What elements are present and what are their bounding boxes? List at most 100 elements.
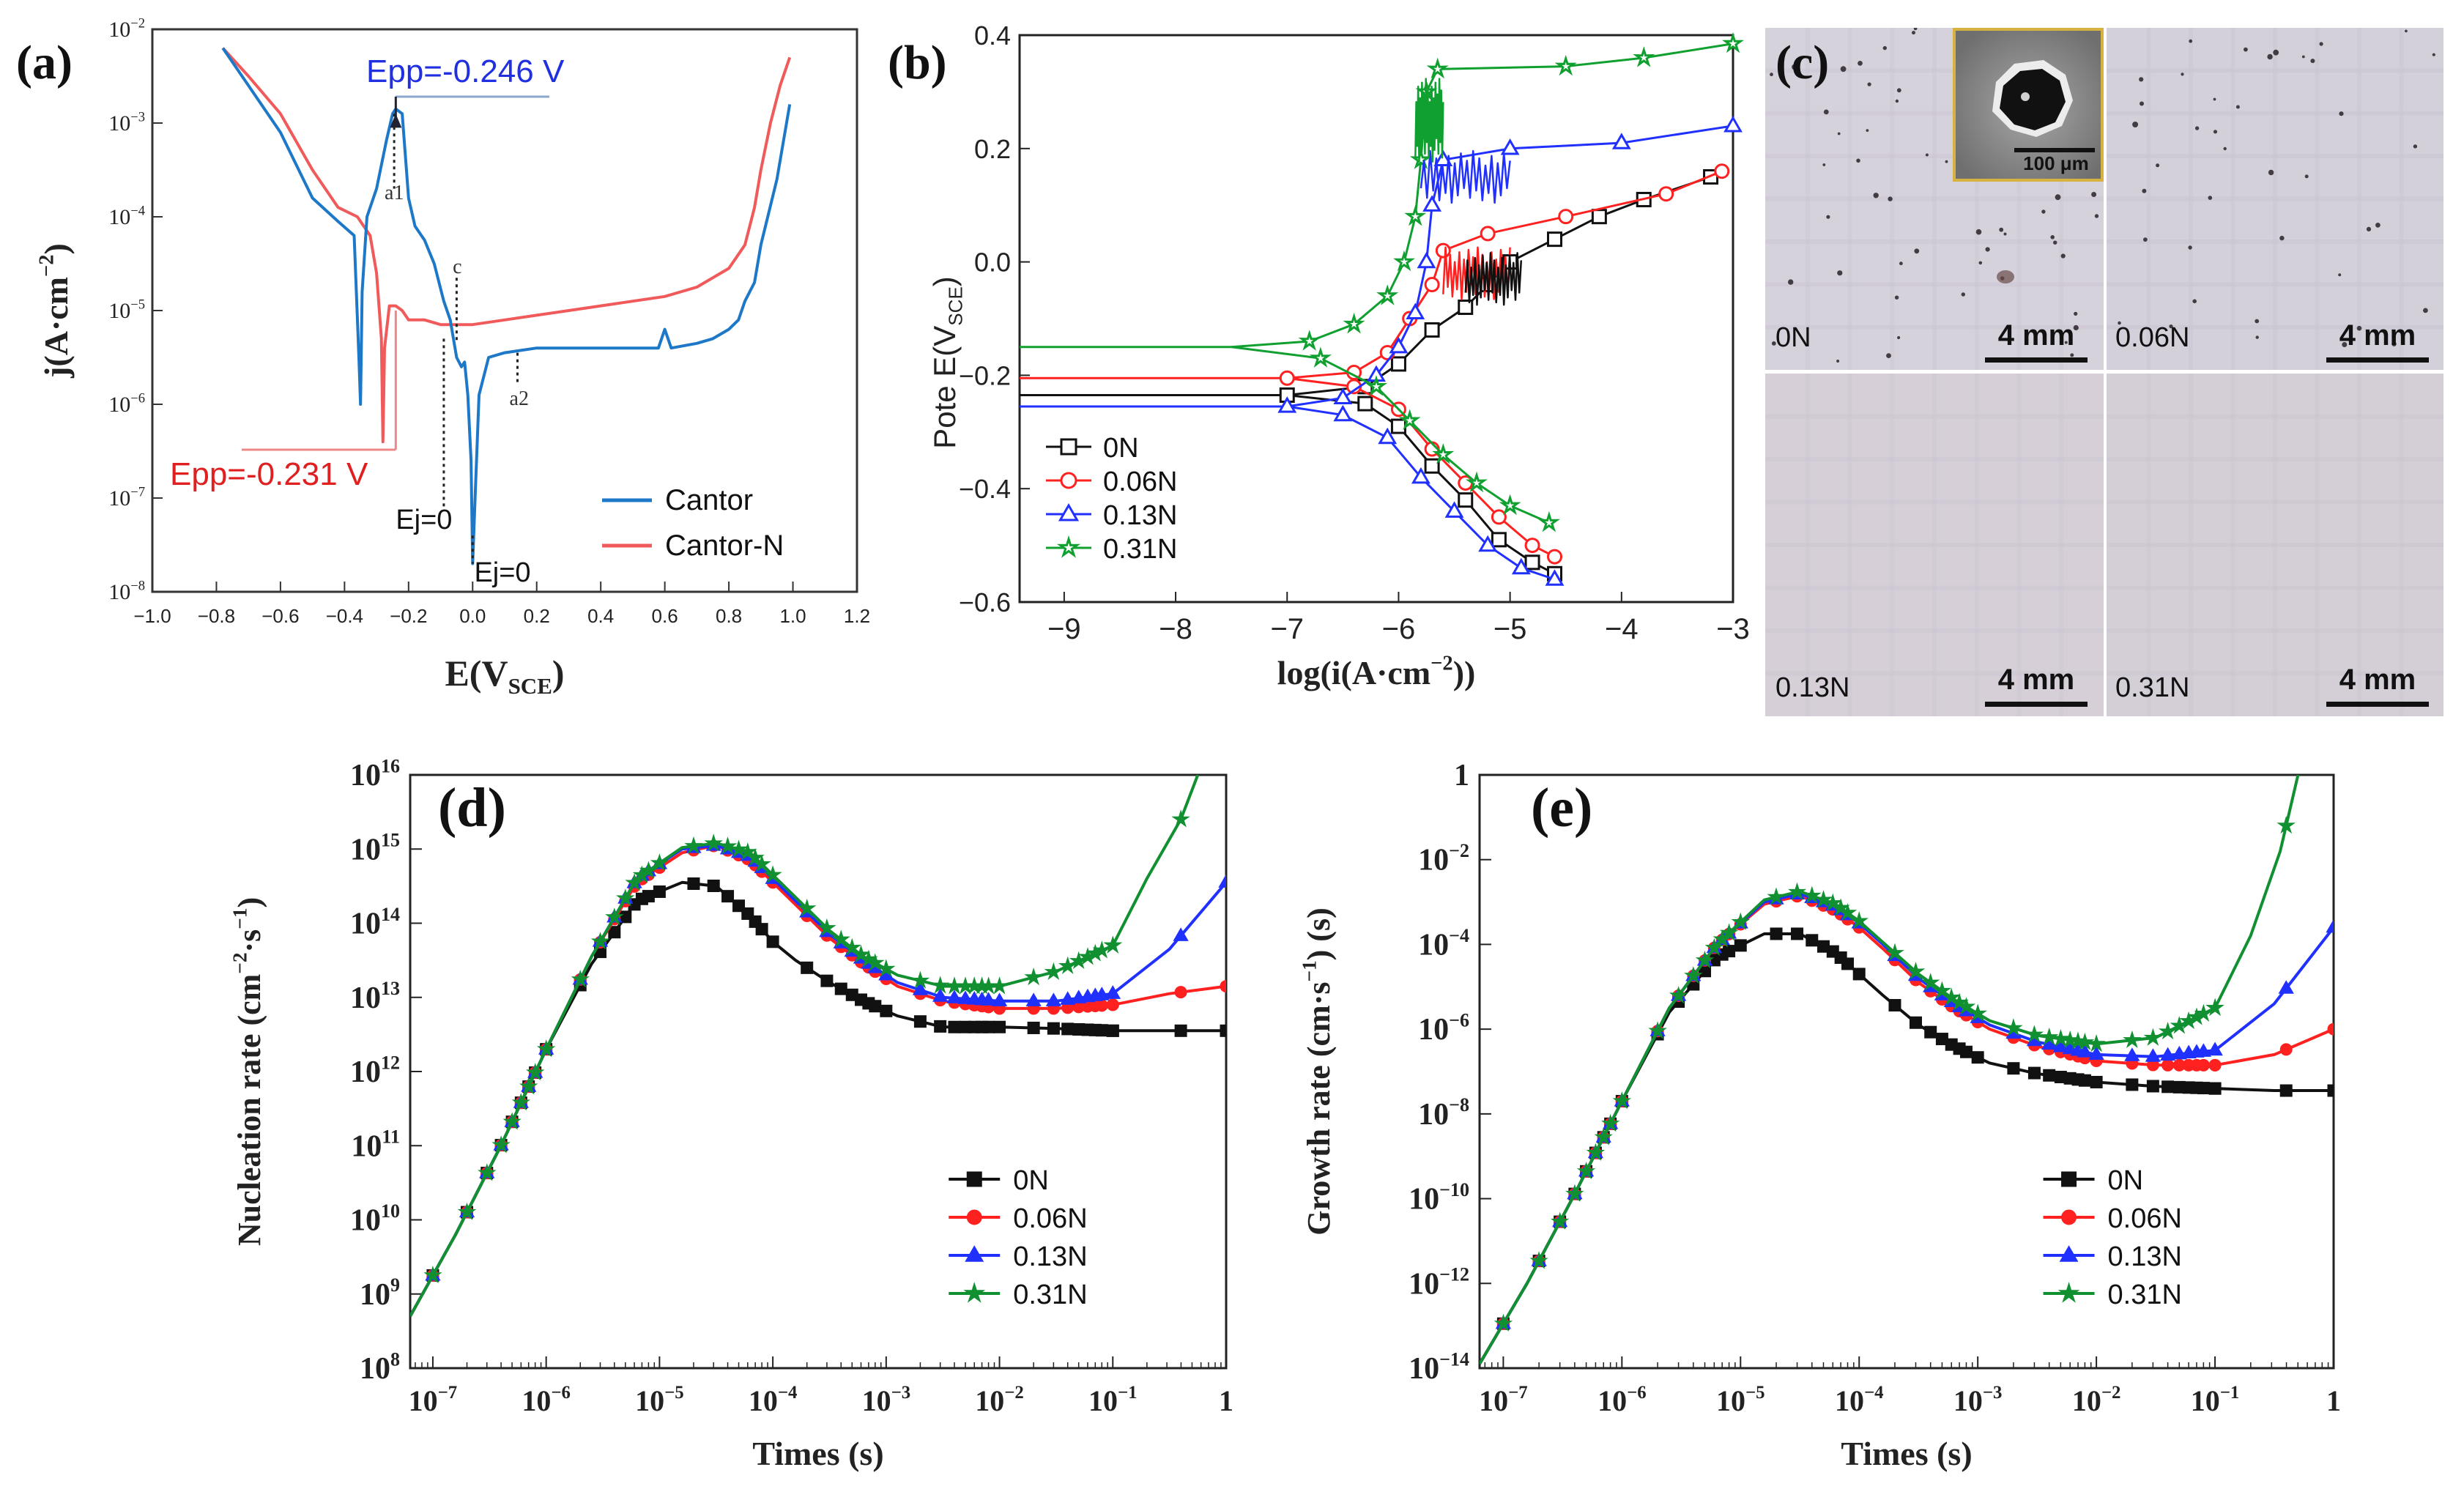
point-0N [1852,968,1866,981]
point-0.06N [1081,1000,1094,1013]
pit [2255,335,2259,339]
point-0.06N [2027,1039,2041,1052]
pit [2213,97,2216,101]
pit [2375,223,2380,228]
point-0.31N [931,976,950,994]
point-0.31N [2060,1030,2079,1049]
point-0.06N [869,965,882,979]
series-0.13N [410,837,1226,1318]
x-tick-label-d: 10−1​ [1088,1383,1138,1417]
point-0N [755,923,768,936]
point-0.31N [1044,962,1064,980]
pit [2432,53,2435,56]
point-0.31N [511,1093,531,1111]
pit [2055,194,2061,201]
legend-label-0.06N: 0.06N [1103,467,1177,497]
point-0.13N [966,991,982,1005]
point-0.13N [1595,1129,1611,1143]
point-0N [2007,1062,2020,1075]
point-0N [1047,1022,1060,1035]
point-0.31N [2158,1021,2178,1040]
point-0.13N [754,859,770,874]
point-0.31N [2004,1018,2023,1036]
point-0.13N [1094,987,1110,1000]
y-tick-label-b: 0.4 [974,21,1011,51]
point-0.31N [956,976,975,995]
scalebar-label-0.31N: 4 mm [2339,664,2416,696]
pit [1826,215,1830,219]
point-0.06N [1061,1001,1075,1014]
pit-image [1956,31,2101,179]
point-0.13N [1587,1144,1604,1159]
panel-letter-c: (c) [1775,36,1830,89]
point-0.13N [844,943,860,957]
point-0.31N [1695,950,1715,969]
point-0.31N [1932,981,1952,999]
point-0.31N [605,907,624,926]
point-0N [721,890,735,903]
point-0.13N [2088,1046,2104,1060]
point-0.06N [862,961,875,974]
point-0.06N [1687,969,1700,982]
point-0.06N [1458,475,1474,491]
point-0.06N [2182,1058,2195,1072]
point-0.13N [2077,1044,2093,1058]
point-0.06N [968,998,981,1011]
point-0.31N [738,842,757,861]
annotation-ej0-n: Ej=0 [396,505,452,535]
point-0.13N [1567,1185,1583,1200]
point-0.06N [934,994,947,1007]
point-0N [522,1080,535,1093]
x-tick-label-d: 10−7​ [409,1383,458,1417]
point-0.13N [1277,396,1297,413]
point-0.31N [571,970,590,988]
point-0.06N [574,973,587,986]
y-tick-label-d: 1014​ [350,904,400,941]
legend-label-0N: 0N [1103,433,1139,464]
point-0N [505,1115,519,1129]
point-0N [1106,1024,1119,1037]
point-0N [608,926,621,939]
annotation-a1: a1 [385,182,404,204]
pit [1914,248,1920,254]
point-0.31N [1554,54,1577,76]
point-0.31N [1069,951,1088,969]
pit [1945,160,1948,163]
legend-label-0.31N: 0.31N [2108,1280,2182,1310]
y-tick-label-e: 10−14​ [1409,1348,1469,1386]
point-0.06N [1524,538,1540,554]
series-line-0.13N [1480,892,2334,1365]
pit [2118,321,2121,325]
point-0.06N [619,894,632,907]
pit [1836,360,1840,363]
pit [1856,158,1860,163]
point-0.31N [2194,1003,2213,1022]
point-0.31N [842,937,861,956]
point-0N [1723,945,1736,958]
point-0N [2146,1080,2159,1093]
point-0.13N [867,959,883,973]
point-0.13N [617,890,634,904]
point-0.31N [1376,284,1399,305]
point-0.06N [2146,1058,2159,1072]
point-0.13N [1833,902,1849,916]
point-0.06N [461,1206,474,1219]
y-tick-label-a: 10−8​ [108,578,145,604]
pit [2301,55,2305,59]
point-0.13N [1417,251,1436,269]
pit [1866,129,1869,133]
point-0.31N [2025,1025,2044,1043]
point-0.31N [1058,956,1077,974]
point-0.13N [1478,535,1498,552]
point-0.31N [1103,935,1123,954]
point-0.31N [859,949,878,968]
point-0.06N [880,972,893,985]
point-0N [2172,1080,2186,1093]
y-tick-label-e: 10−12​ [1409,1264,1469,1302]
point-0.31N [1849,911,1869,929]
point-0N [2126,1078,2139,1091]
point-0.13N [1025,992,1042,1006]
annotation-a2: a2 [510,387,529,410]
noise-trace [1442,246,1511,300]
pit [1912,31,1915,35]
